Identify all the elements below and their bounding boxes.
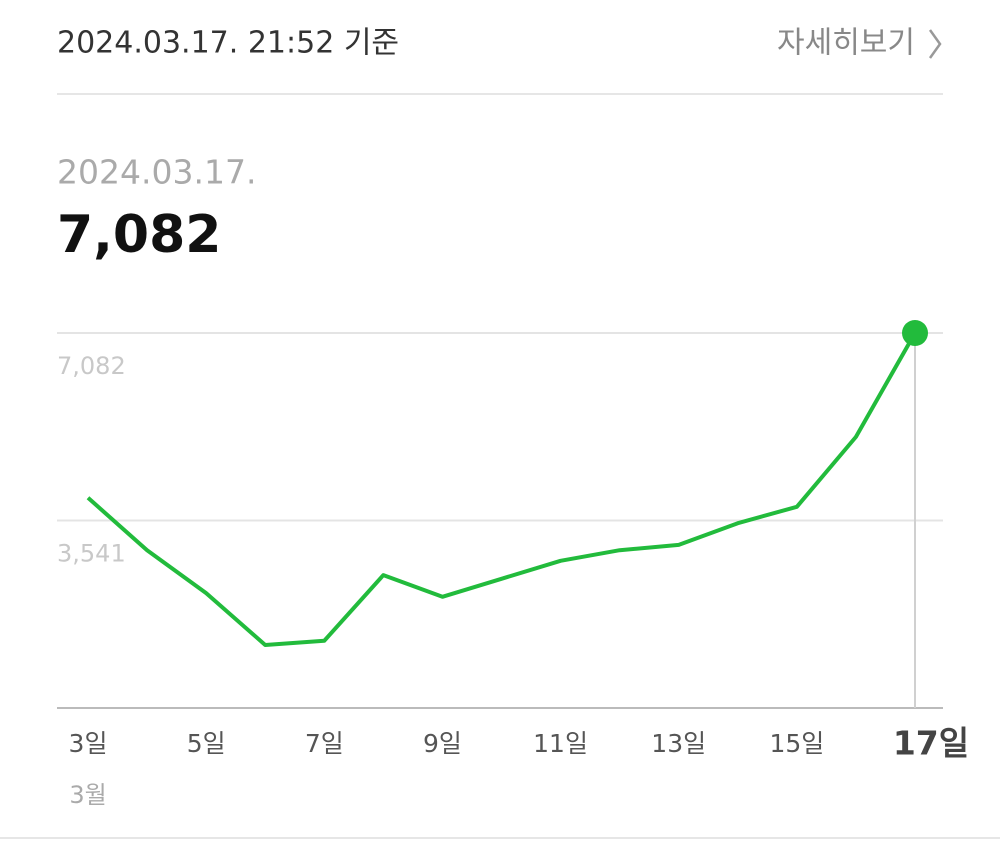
x-tick-label: 15일 [769, 729, 824, 758]
summary-value: 7,082 [57, 205, 221, 265]
x-tick-label: 17일 [893, 724, 969, 763]
summary-date: 2024.03.17. [57, 153, 256, 192]
x-tick-label: 5일 [187, 729, 226, 758]
timestamp: 2024.03.17. 21:52 기준 [57, 26, 399, 61]
x-tick-label: 11일 [533, 729, 588, 758]
y-tick-label: 3,541 [57, 540, 126, 568]
x-tick-label: 13일 [651, 729, 706, 758]
x-tick-label: 3일 [69, 729, 108, 758]
x-tick-label: 7일 [305, 729, 344, 758]
month-label: 3월 [69, 781, 106, 809]
detail-link[interactable]: 자세히보기 [777, 26, 915, 61]
x-tick-label: 9일 [423, 729, 462, 758]
y-tick-label: 7,082 [57, 352, 126, 380]
current-point [902, 320, 928, 346]
chevron-icon[interactable] [928, 29, 942, 59]
data-line [86, 332, 917, 647]
